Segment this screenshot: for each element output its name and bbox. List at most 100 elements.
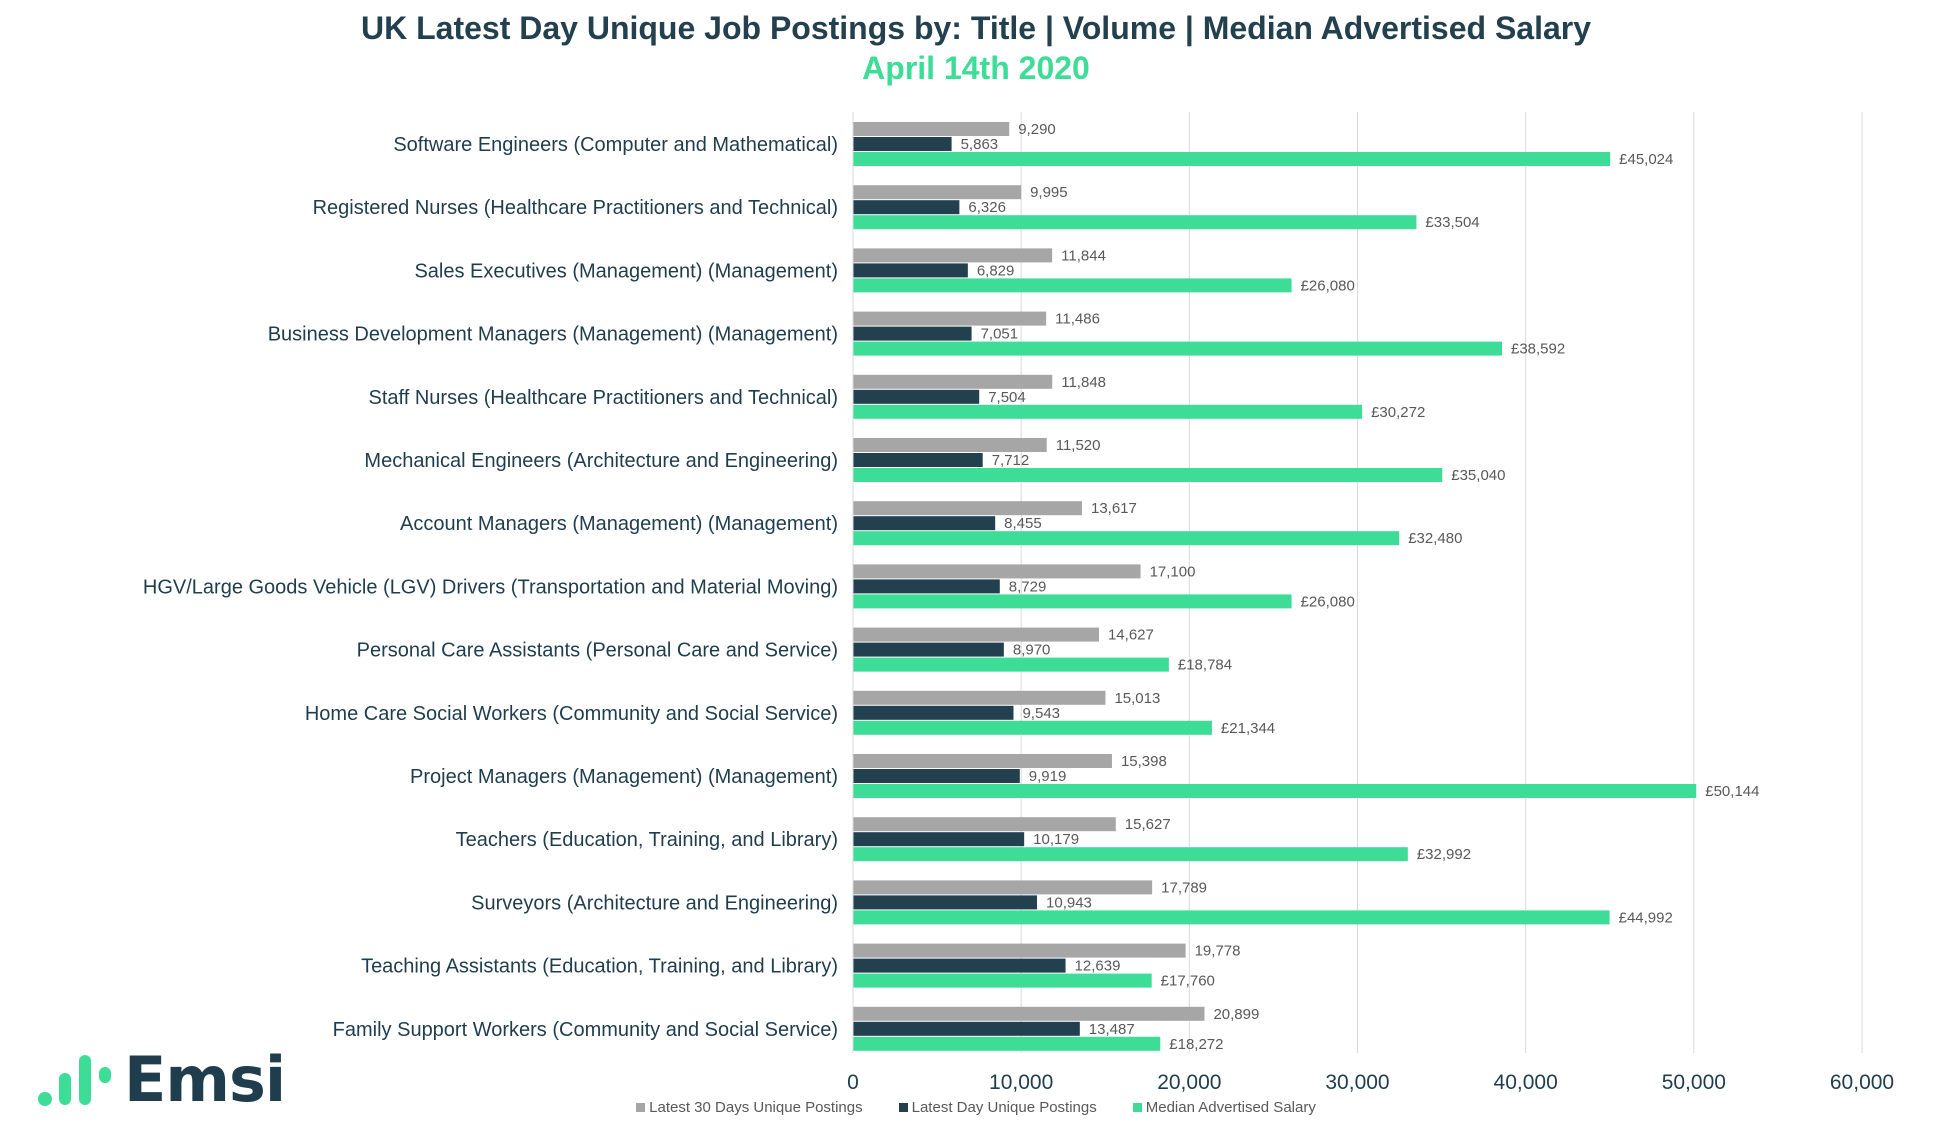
- data-label: 11,486: [1055, 311, 1100, 328]
- bar-salary: [853, 910, 1610, 925]
- data-label: 11,520: [1056, 437, 1101, 454]
- category-label: Project Managers (Management) (Managemen…: [410, 766, 838, 788]
- data-label: £32,992: [1417, 846, 1471, 863]
- bar-latest-30: [853, 754, 1112, 768]
- bar-salary: [853, 531, 1400, 546]
- data-label: 17,100: [1150, 563, 1196, 580]
- data-label: 9,919: [1029, 768, 1067, 785]
- bar-latest-day: [853, 705, 1014, 720]
- logo-wordmark: Emsi: [124, 1042, 286, 1116]
- category-label: HGV/Large Goods Vehicle (LGV) Drivers (T…: [143, 576, 838, 598]
- data-label: £35,040: [1451, 467, 1505, 484]
- bar-latest-30: [853, 185, 1022, 200]
- data-label: 8,455: [1004, 515, 1042, 532]
- bar-latest-day: [853, 389, 980, 404]
- category-label: Staff Nurses (Healthcare Practitioners a…: [369, 387, 838, 409]
- data-label: 6,829: [977, 262, 1015, 279]
- data-label: 8,729: [1009, 578, 1047, 595]
- data-label: £44,992: [1619, 909, 1673, 926]
- data-label: 7,051: [981, 326, 1019, 343]
- bar-latest-30: [853, 943, 1186, 958]
- legend-label: Latest Day Unique Postings: [911, 1099, 1097, 1116]
- data-label: 8,970: [1013, 642, 1051, 659]
- bar-latest-day: [853, 958, 1066, 973]
- data-label: 9,543: [1022, 705, 1060, 722]
- bar-latest-30: [853, 501, 1082, 516]
- data-label: £26,080: [1301, 593, 1355, 610]
- chart-legend: Latest 30 Days Unique Postings Latest Day…: [0, 1099, 1952, 1116]
- bar-salary: [853, 1036, 1161, 1051]
- data-label: £33,504: [1425, 214, 1479, 231]
- data-label: 17,789: [1161, 879, 1207, 896]
- data-label: £30,272: [1371, 404, 1425, 421]
- bar-salary: [853, 973, 1152, 988]
- data-label: 15,627: [1125, 816, 1171, 833]
- category-label: Home Care Social Workers (Community and …: [305, 703, 838, 725]
- bar-latest-30: [853, 311, 1047, 326]
- bar-latest-30: [853, 438, 1047, 452]
- legend-swatch: [636, 1103, 646, 1112]
- legend-item: Median Advertised Salary: [1132, 1099, 1316, 1116]
- data-label: 10,943: [1046, 894, 1092, 911]
- data-label: £32,480: [1408, 530, 1462, 547]
- bar-latest-30: [853, 564, 1141, 579]
- bar-salary: [853, 847, 1408, 862]
- data-label: 13,617: [1091, 500, 1137, 517]
- category-label: Teachers (Education, Training, and Libra…: [456, 829, 838, 851]
- legend-item: Latest Day Unique Postings: [898, 1099, 1097, 1116]
- category-label: Personal Care Assistants (Personal Care …: [357, 640, 838, 662]
- bar-salary: [853, 720, 1212, 735]
- x-tick-label: 10,000: [989, 1071, 1053, 1094]
- x-tick-label: 40,000: [1494, 1071, 1558, 1094]
- bar-latest-30: [853, 627, 1099, 642]
- data-label: £18,272: [1169, 1036, 1223, 1053]
- bar-salary: [853, 468, 1443, 482]
- chart-subtitle: April 14th 2020: [862, 50, 1090, 86]
- x-tick-label: 0: [847, 1071, 859, 1094]
- category-label: Registered Nurses (Healthcare Practition…: [313, 197, 838, 219]
- category-label: Account Managers (Management) (Managemen…: [400, 513, 838, 535]
- data-label: 19,778: [1195, 943, 1241, 960]
- category-label: Teaching Assistants (Education, Training…: [361, 956, 838, 978]
- data-label: 15,398: [1121, 753, 1167, 770]
- bar-latest-30: [853, 880, 1153, 895]
- legend-swatch: [898, 1103, 908, 1112]
- category-label: Mechanical Engineers (Architecture and E…: [364, 450, 838, 472]
- bar-latest-30: [853, 817, 1116, 832]
- bar-latest-day: [853, 516, 996, 531]
- data-label: 7,712: [992, 452, 1030, 469]
- bar-latest-30: [853, 122, 1010, 136]
- data-label: 10,179: [1033, 831, 1079, 848]
- data-label: 6,326: [968, 199, 1006, 216]
- data-label: 14,627: [1108, 627, 1154, 644]
- bar-latest-day: [853, 200, 960, 215]
- bar-salary: [853, 404, 1363, 419]
- data-label: 9,290: [1018, 121, 1056, 138]
- bar-latest-30: [853, 248, 1053, 263]
- data-label: £50,144: [1705, 783, 1759, 800]
- data-label: 15,013: [1114, 690, 1160, 707]
- bar-latest-day: [853, 769, 1020, 783]
- data-label: 5,863: [961, 136, 999, 153]
- legend-label: Median Advertised Salary: [1145, 1099, 1316, 1116]
- bar-salary: [853, 152, 1611, 166]
- data-label: 20,899: [1213, 1006, 1259, 1023]
- data-label: 11,844: [1061, 247, 1106, 264]
- x-tick-label: 60,000: [1830, 1071, 1894, 1094]
- category-label: Surveyors (Architecture and Engineering): [471, 892, 838, 914]
- category-label: Software Engineers (Computer and Mathema…: [393, 134, 838, 156]
- bar-latest-day: [853, 1021, 1080, 1036]
- bar-latest-day: [853, 137, 952, 151]
- bar-latest-day: [853, 579, 1000, 594]
- data-label: £26,080: [1301, 277, 1355, 294]
- data-label: 12,639: [1075, 958, 1121, 975]
- bar-salary: [853, 215, 1417, 230]
- legend-label: Latest 30 Days Unique Postings: [649, 1099, 863, 1116]
- bar-salary: [853, 594, 1292, 609]
- data-label: £17,760: [1161, 973, 1215, 990]
- data-label: 7,504: [988, 389, 1026, 406]
- data-label: £21,344: [1221, 720, 1275, 737]
- category-label: Sales Executives (Management) (Managemen…: [414, 260, 838, 282]
- bar-signal-icon: [38, 1055, 111, 1106]
